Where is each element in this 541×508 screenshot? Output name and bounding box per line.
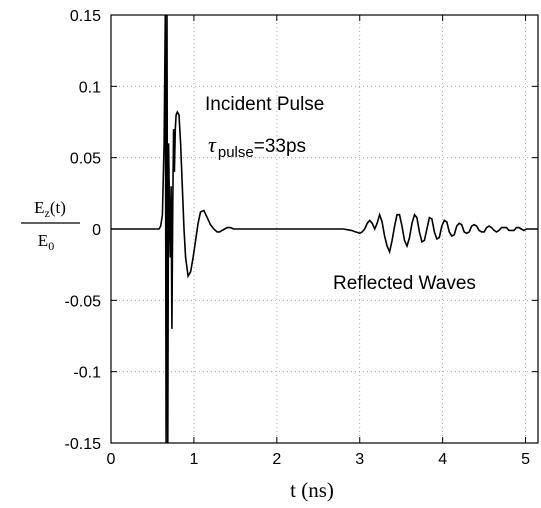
y-label-numerator: Ez(t)	[34, 198, 66, 220]
x-tick-label: 3	[355, 451, 364, 468]
x-tick-label: 1	[189, 451, 198, 468]
series-line	[111, 15, 538, 443]
y-tick-label: -0.15	[65, 436, 102, 453]
y-tick-label: 0.1	[79, 79, 101, 96]
annotation-tau-pulse: τ pulse=33ps	[208, 132, 306, 161]
y-tick-labels: -0.15 -0.1 -0.05 0 0.05 0.1 0.15	[65, 8, 102, 453]
grid	[111, 15, 538, 443]
annotation-reflected-waves: Reflected Waves	[333, 273, 476, 294]
y-tick-label: 0.05	[70, 151, 101, 168]
y-tick-label: 0.15	[70, 8, 101, 25]
ticks	[110, 14, 538, 444]
x-tick-label: 2	[272, 451, 281, 468]
x-tick-label: 5	[521, 451, 530, 468]
x-tick-labels: 0 1 2 3 4 5	[107, 451, 531, 468]
y-tick-label: -0.05	[65, 293, 102, 310]
x-axis-title: t (ns)	[290, 478, 334, 502]
x-tick-label: 4	[438, 451, 447, 468]
y-tick-label: 0	[92, 222, 101, 239]
annotation-incident-pulse: Incident Pulse	[205, 94, 324, 115]
y-label-denominator: E0	[38, 231, 54, 253]
plot-area	[111, 15, 538, 443]
y-tick-label: -0.1	[73, 365, 101, 382]
y-axis-title: Ez(t) E0	[21, 198, 80, 253]
x-tick-label: 0	[107, 451, 116, 468]
